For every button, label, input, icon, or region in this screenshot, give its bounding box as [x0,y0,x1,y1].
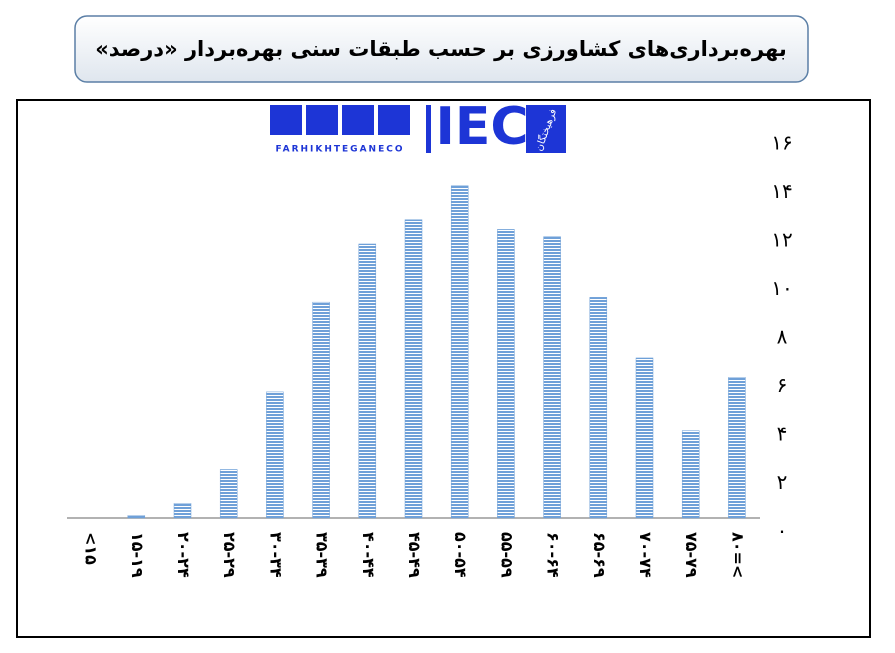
bar [635,357,654,519]
x-tick-label: ۲۵-۲۹ [220,532,239,578]
y-tick-label: ۱۶ [771,131,792,155]
y-tick-label: ۱۰ [771,276,792,300]
bar [219,469,238,519]
watermark: FARHIKHTEGANECO [276,145,405,155]
bar [728,377,746,519]
x-tick-label: ۴۰-۴۴ [359,532,378,578]
bar [543,236,561,519]
x-tick-label: ۵۵-۵۹ [497,532,516,578]
bar [173,503,192,519]
y-tick-label: ۲ [777,470,788,494]
x-tick-label: ۳۵-۳۹ [313,532,332,578]
title-box [74,15,809,83]
chart-frame [16,99,871,638]
x-tick-label: ۵۰-۵۴ [451,532,470,578]
x-tick-label: ۷۰-۷۴ [636,532,655,578]
logo: FARHIKHTEGANECO IEC فرهیختگان [270,97,566,157]
x-tick-label: ۷۵-۷۹ [682,532,701,578]
logo-text: IEC [435,97,528,157]
icon-telegram [378,105,410,135]
x-tick-label: ۳۰-۳۴ [266,532,285,578]
x-tick-label: ۱۵-۱۹ [128,532,147,578]
x-tick-label: ۶۰-۶۴ [544,532,563,578]
x-tick-label: ۲۰-۲۴ [174,532,193,578]
bar [681,430,700,519]
icon-youtube [306,105,338,135]
icon-instagram [342,105,374,135]
x-tick-label: ۴۵-۴۹ [405,532,424,578]
y-tick-label: ۸ [777,325,788,349]
y-tick-label: ۶ [777,373,788,397]
bar [589,297,608,519]
bar [450,185,469,519]
bar [266,391,284,519]
x-tick-label: ۸۰=< [728,532,747,578]
logo-bar [426,105,431,153]
x-tick-label: <۱۵ [82,532,101,565]
icon-x [270,105,302,135]
bar [404,219,423,519]
bar [497,229,515,519]
y-tick-label: ۰ [777,519,788,543]
bar [127,515,146,519]
bar [358,243,377,519]
logo-badge [526,105,566,153]
chart-title: بهره‌برداری‌های کشاورزی بر حسب طبقات سنی… [95,37,787,61]
y-tick-label: ۴ [777,422,788,446]
y-tick-label: ۱۴ [771,179,792,203]
x-tick-label: ۶۵-۶۹ [590,532,609,578]
bar [312,301,330,519]
y-tick-label: ۱۲ [771,228,792,252]
